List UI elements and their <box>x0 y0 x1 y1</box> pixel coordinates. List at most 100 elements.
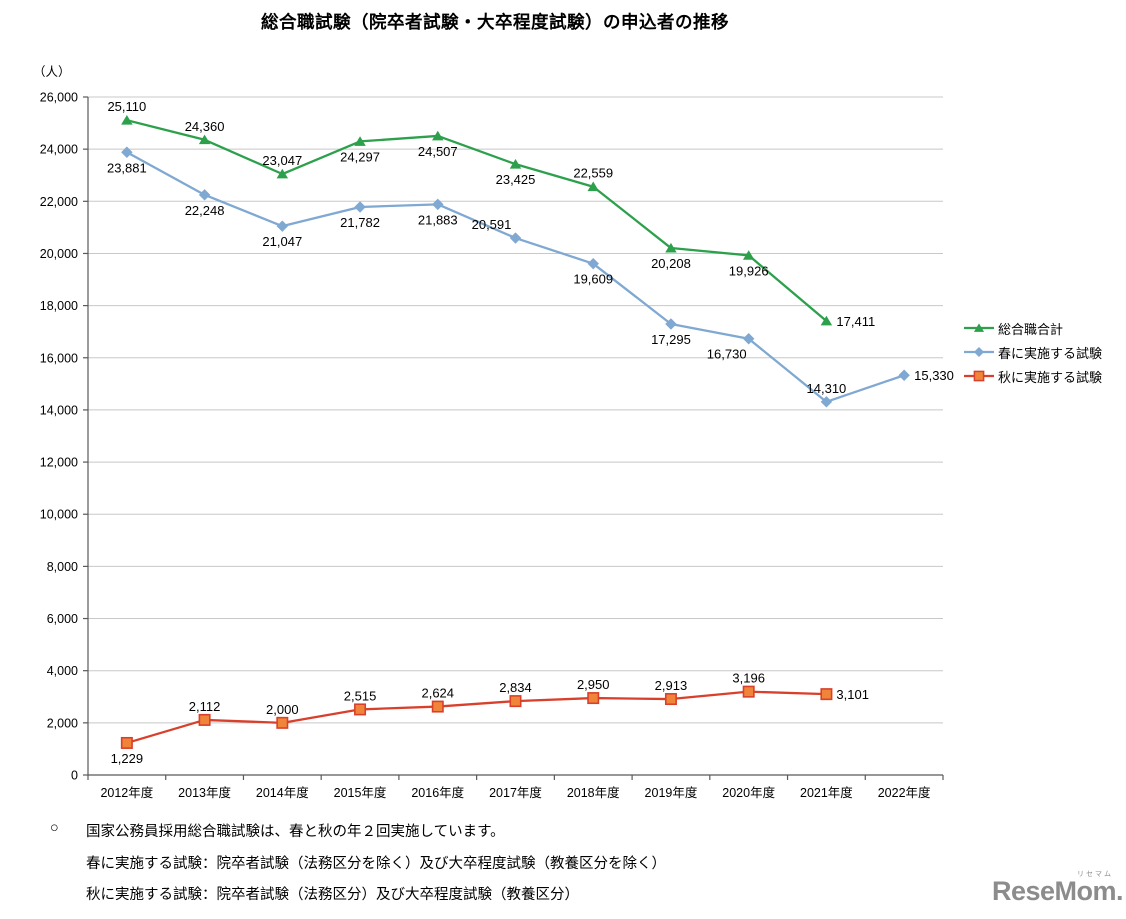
y-tick-label: 14,000 <box>40 403 78 417</box>
point-label: 24,297 <box>340 149 380 164</box>
chart-title: 総合職試験（院卒者試験・大卒程度試験）の申込者の推移 <box>261 12 729 32</box>
point-label: 25,110 <box>107 99 146 114</box>
footnote-main: ○ 国家公務員採用総合職試験は、春と秋の年２回実施しています。 <box>50 820 505 841</box>
marker-diamond <box>898 369 910 381</box>
point-label: 24,507 <box>418 144 458 159</box>
legend-marker-triangle-icon <box>964 323 994 332</box>
point-label: 21,883 <box>418 212 458 227</box>
point-label: 3,196 <box>732 671 765 686</box>
marker-square <box>820 688 833 701</box>
y-tick-label: 2,000 <box>47 716 78 730</box>
point-label: 3,101 <box>836 687 869 702</box>
marker-square <box>509 695 522 708</box>
y-tick-label: 6,000 <box>47 612 78 626</box>
point-label: 2,950 <box>577 677 610 692</box>
marker-square <box>664 693 677 706</box>
y-tick-label: 24,000 <box>40 143 78 157</box>
legend-label: 総合職合計 <box>998 321 1064 337</box>
series-line <box>126 119 828 322</box>
point-label: 1,229 <box>111 751 144 766</box>
y-tick-label: 0 <box>71 769 78 783</box>
legend-marker <box>973 323 985 332</box>
x-tick-label: 2016年度 <box>411 785 464 800</box>
marker-triangle <box>820 315 833 326</box>
point-label: 23,881 <box>107 160 147 175</box>
point-label: 2,913 <box>655 678 688 693</box>
x-tick-label: 2014年度 <box>256 785 309 800</box>
point-label: 2,834 <box>499 680 532 695</box>
resemom-logo-ruby: リセマム <box>1077 871 1114 878</box>
x-tick-label: 2019年度 <box>645 785 698 800</box>
marker-square <box>120 736 133 749</box>
legend-marker-square-icon <box>964 370 994 382</box>
marker-diamond <box>121 146 133 158</box>
point-label: 15,330 <box>914 368 954 383</box>
legend-label: 秋に実施する試験 <box>998 369 1103 385</box>
footnote-bullet: ○ <box>50 820 59 836</box>
marker-triangle <box>742 250 755 260</box>
point-label: 14,310 <box>807 381 847 396</box>
marker-square <box>431 700 444 713</box>
point-label: 2,624 <box>421 686 454 701</box>
point-label: 23,425 <box>496 172 536 187</box>
point-label: 19,609 <box>573 272 613 287</box>
y-tick-label: 4,000 <box>47 664 78 678</box>
y-axis-unit-label: （人） <box>33 65 71 79</box>
x-tick-label: 2013年度 <box>178 785 231 800</box>
x-tick-label: 2022年度 <box>878 785 931 800</box>
legend-label: 春に実施する試験 <box>998 345 1103 361</box>
footnote-autumn: 秋に実施する試験：院卒者試験（法務区分）及び大卒程度試験（教養区分） <box>86 887 579 903</box>
marker-square <box>276 716 289 729</box>
marker-triangle <box>432 130 444 141</box>
point-label: 17,295 <box>651 332 691 347</box>
series-line <box>126 151 905 403</box>
marker-triangle <box>354 136 366 146</box>
y-tick-label: 8,000 <box>47 560 78 574</box>
point-label: 19,926 <box>729 263 769 278</box>
resemom-logo: リセマム ReseMom. <box>992 871 1124 907</box>
marker-diamond <box>509 232 522 244</box>
marker-square <box>742 685 755 698</box>
marker-square <box>354 703 367 716</box>
x-tick-label: 2021年度 <box>800 785 853 800</box>
marker-diamond <box>354 201 366 213</box>
y-tick-label: 22,000 <box>40 195 78 209</box>
chart-legend: 総合職合計 春に実施する試験 秋に実施する試験 <box>963 316 1102 388</box>
point-label: 17,411 <box>836 314 875 329</box>
marker-diamond <box>432 198 444 211</box>
marker-diamond <box>587 257 599 270</box>
x-tick-label: 2018年度 <box>567 785 620 800</box>
point-label: 2,515 <box>344 688 377 703</box>
point-label: 16,730 <box>707 347 747 362</box>
resemom-logo-text: ReseMom. <box>992 876 1124 906</box>
y-tick-label: 20,000 <box>40 247 78 261</box>
marker-square <box>198 713 211 726</box>
marker-triangle <box>121 115 133 125</box>
marker-triangle <box>587 181 599 192</box>
marker-triangle <box>665 242 677 253</box>
marker-diamond <box>276 220 289 232</box>
legend-marker-diamond-icon <box>964 346 994 358</box>
legend-marker <box>973 346 985 358</box>
legend-item-autumn: 秋に実施する試験 <box>963 364 1102 388</box>
marker-triangle <box>276 168 289 179</box>
y-tick-label: 12,000 <box>40 456 78 470</box>
x-tick-label: 2012年度 <box>100 785 153 800</box>
footnote-main-text: 国家公務員採用総合職試験は、春と秋の年２回実施しています。 <box>86 824 505 840</box>
marker-triangle <box>198 134 211 145</box>
marker-diamond <box>742 333 755 345</box>
y-tick-label: 10,000 <box>40 508 78 522</box>
legend-marker <box>973 370 985 382</box>
y-tick-label: 18,000 <box>40 299 78 313</box>
marker-diamond <box>198 189 211 201</box>
point-label: 20,208 <box>651 256 691 271</box>
legend-item-spring: 春に実施する試験 <box>963 340 1102 364</box>
point-label: 21,047 <box>262 234 302 249</box>
point-label: 2,000 <box>266 702 299 717</box>
point-label: 22,559 <box>573 166 613 181</box>
legend-item-total: 総合職合計 <box>963 316 1102 340</box>
point-label: 2,112 <box>189 699 221 714</box>
marker-square <box>587 692 600 705</box>
